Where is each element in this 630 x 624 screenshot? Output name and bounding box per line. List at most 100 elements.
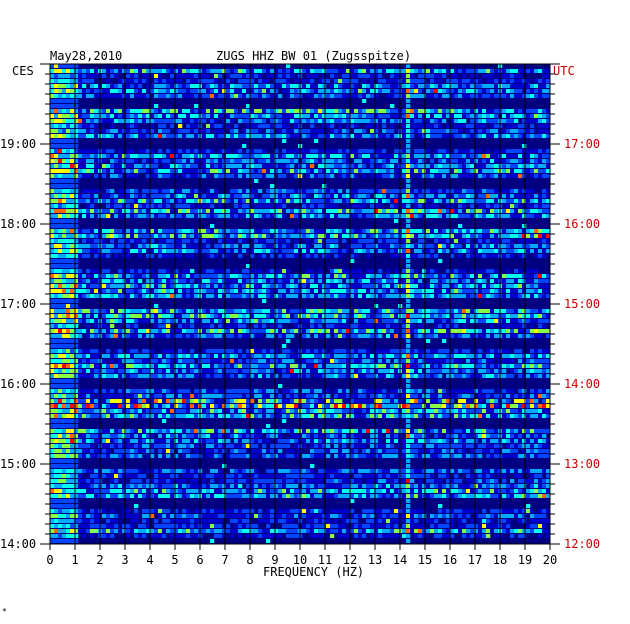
spectrogram-cell xyxy=(58,189,63,193)
spectrogram-cell xyxy=(134,89,139,93)
spectrogram-cell xyxy=(406,159,411,163)
spectrogram-cell xyxy=(470,314,475,318)
spectrogram-cell xyxy=(74,114,79,118)
spectrogram-cell xyxy=(62,239,67,243)
spectrogram-cell xyxy=(94,334,99,338)
spectrogram-cell xyxy=(318,189,323,193)
spectrogram-cell xyxy=(334,199,339,203)
spectrogram-cell xyxy=(322,329,327,333)
spectrogram-cell xyxy=(430,209,435,213)
spectrogram-cell xyxy=(50,124,55,128)
spectrogram-cell xyxy=(210,274,215,278)
spectrogram-cell xyxy=(450,244,455,248)
spectrogram-cell xyxy=(542,329,547,333)
spectrogram-cell xyxy=(466,244,471,248)
spectrogram-cell xyxy=(230,159,235,163)
spectrogram-cell xyxy=(218,234,223,238)
spectrogram-cell xyxy=(514,284,519,288)
spectrogram-cell xyxy=(130,249,135,253)
spectrogram-cell xyxy=(194,314,199,318)
spectrogram-cell xyxy=(74,314,79,318)
spectrogram-cell xyxy=(286,74,291,78)
spectrogram-cell xyxy=(334,134,339,138)
spectrogram-cell xyxy=(446,109,451,113)
spectrogram-cell xyxy=(294,124,299,128)
spectrogram-cell xyxy=(510,244,515,248)
spectrogram-cell xyxy=(462,94,467,98)
spectrogram-cell xyxy=(502,69,507,73)
spectrogram-cell xyxy=(242,229,247,233)
spectrogram-cell xyxy=(542,279,547,283)
spectrogram-cell xyxy=(226,229,231,233)
spectrogram-cell xyxy=(86,74,91,78)
spectrogram-cell xyxy=(218,69,223,73)
spectrogram-cell xyxy=(286,64,291,68)
spectrogram-cell xyxy=(66,129,71,133)
spectrogram-cell xyxy=(282,174,287,178)
spectrogram-cell xyxy=(462,204,467,208)
spectrogram-cell xyxy=(370,74,375,78)
spectrogram-cell xyxy=(458,289,463,293)
spectrogram-cell xyxy=(390,214,395,218)
spectrogram-cell xyxy=(418,94,423,98)
spectrogram-cell xyxy=(302,109,307,113)
spectrogram-cell xyxy=(378,174,383,178)
spectrogram-cell xyxy=(530,324,535,328)
spectrogram-cell xyxy=(294,209,299,213)
spectrogram-cell xyxy=(306,84,311,88)
spectrogram-cell xyxy=(66,154,71,158)
spectrogram-cell xyxy=(114,159,119,163)
spectrogram-cell xyxy=(266,109,271,113)
spectrogram-cell xyxy=(326,294,331,298)
spectrogram-cell xyxy=(538,169,543,173)
spectrogram-cell xyxy=(306,119,311,123)
spectrogram-cell xyxy=(270,274,275,278)
spectrogram-cell xyxy=(322,289,327,293)
spectrogram-cell xyxy=(410,279,415,283)
spectrogram-cell xyxy=(54,234,59,238)
spectrogram-cell xyxy=(382,164,387,168)
spectrogram-cell xyxy=(262,194,267,198)
spectrogram-cell xyxy=(126,169,131,173)
spectrogram-cell xyxy=(410,229,415,233)
spectrogram-cell xyxy=(526,154,531,158)
spectrogram-cell xyxy=(314,314,319,318)
spectrogram-cell xyxy=(142,169,147,173)
spectrogram-cell xyxy=(246,244,251,248)
spectrogram-cell xyxy=(94,209,99,213)
spectrogram-cell xyxy=(94,174,99,178)
spectrogram-cell xyxy=(194,289,199,293)
spectrogram-cell xyxy=(178,189,183,193)
spectrogram-cell xyxy=(350,269,355,273)
spectrogram-cell xyxy=(286,294,291,298)
spectrogram-cell xyxy=(258,189,263,193)
spectrogram-cell xyxy=(322,154,327,158)
spectrogram-cell xyxy=(222,249,227,253)
spectrogram-cell xyxy=(286,244,291,248)
spectrogram-cell xyxy=(374,154,379,158)
spectrogram-cell xyxy=(274,169,279,173)
spectrogram-cell xyxy=(214,114,219,118)
spectrogram-cell xyxy=(358,114,363,118)
spectrogram-cell xyxy=(126,194,131,198)
spectrogram-cell xyxy=(246,199,251,203)
spectrogram-cell xyxy=(502,154,507,158)
spectrogram-cell xyxy=(250,309,255,313)
spectrogram-cell xyxy=(50,179,55,183)
spectrogram-cell xyxy=(362,154,367,158)
spectrogram-cell xyxy=(486,194,491,198)
spectrogram-cell xyxy=(150,294,155,298)
spectrogram-cell xyxy=(242,114,247,118)
spectrogram-cell xyxy=(318,324,323,328)
spectrogram-cell xyxy=(50,229,55,233)
spectrogram-cell xyxy=(282,294,287,298)
spectrogram-cell xyxy=(346,289,351,293)
spectrogram-cell xyxy=(286,234,291,238)
spectrogram-cell xyxy=(142,269,147,273)
spectrogram-cell xyxy=(234,134,239,138)
spectrogram-cell xyxy=(438,289,443,293)
spectrogram-cell xyxy=(470,114,475,118)
spectrogram-cell xyxy=(466,79,471,83)
spectrogram-cell xyxy=(334,314,339,318)
spectrogram-cell xyxy=(446,269,451,273)
